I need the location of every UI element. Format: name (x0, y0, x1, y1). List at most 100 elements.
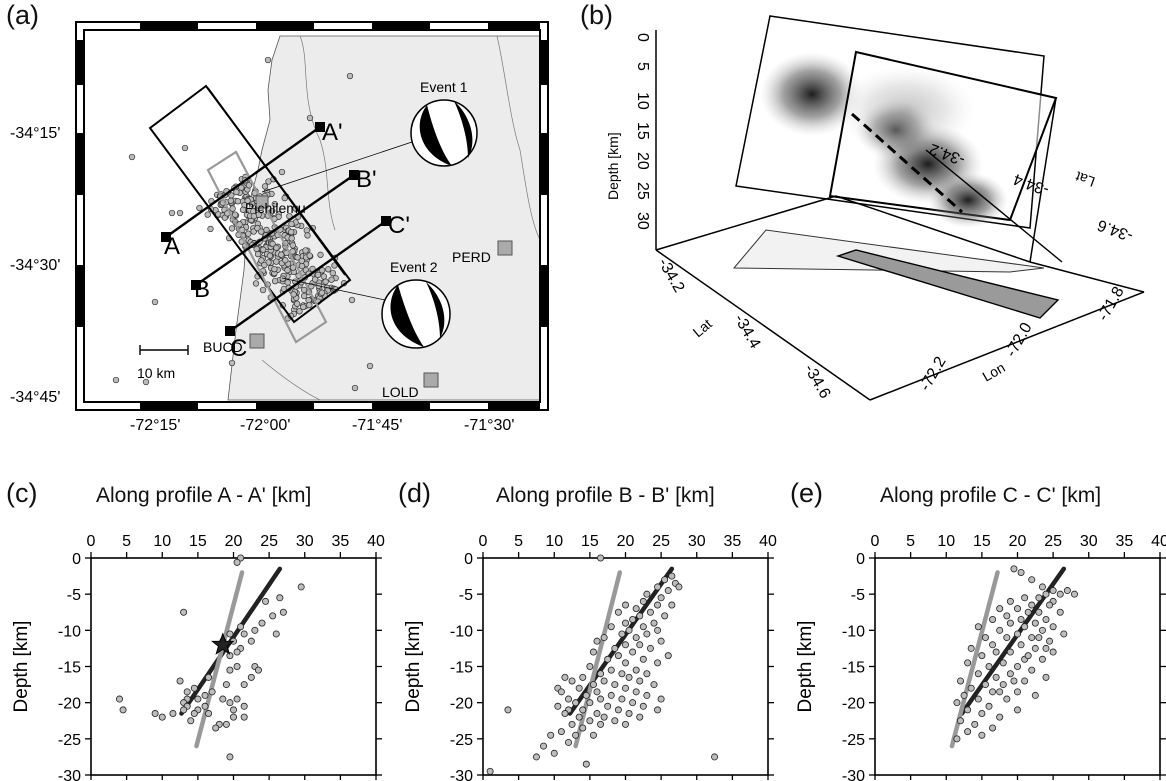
fault-trace (207, 87, 346, 276)
y-tick-label: -25 (842, 732, 865, 749)
hypocenter-point (269, 612, 277, 620)
hypocenter-point (960, 691, 968, 699)
hypocenter-point (985, 662, 993, 670)
hypocenter-point (572, 699, 580, 707)
hypocenter-point (981, 681, 989, 689)
hypocenter-point (956, 677, 964, 685)
chart-d-title: Along profile B - B' [km] (496, 484, 715, 507)
hypocenter-point (971, 720, 979, 728)
y-tick-label: -30 (450, 768, 473, 781)
y-tick-label: -5 (851, 587, 865, 604)
hypocenter-point (240, 713, 248, 721)
map-epicenter (258, 257, 265, 264)
svg-text:-34.4: -34.4 (731, 312, 764, 352)
hypocenter-point (618, 695, 626, 703)
hypocenter-point (636, 677, 644, 685)
hypocenter-point (205, 710, 213, 718)
chart-e: Along profile C - C' [km] 0 5 10 15 20 25 30 35… (784, 478, 1166, 781)
map-frame (75, 21, 549, 411)
map-epicenter (207, 225, 214, 233)
lat-tick-3: -34°45' (10, 389, 60, 406)
map-epicenter (245, 230, 252, 237)
map-epicenter (181, 144, 189, 152)
fault-plane-line (949, 570, 1000, 749)
map-epicenter (234, 198, 242, 205)
hypocenter-point (201, 691, 209, 699)
map-epicenter (329, 269, 336, 277)
hypocenter-point (1028, 576, 1036, 584)
map-epicenter (278, 251, 285, 258)
hypocenter-point (964, 728, 972, 736)
hypocenter-point (1028, 601, 1036, 609)
hypocenter-point (643, 670, 651, 678)
hypocenter-point (1024, 652, 1032, 660)
hypocenter-point (272, 630, 280, 638)
panel-label-b: (b) (580, 0, 613, 30)
station-lold-label: LOLD (382, 384, 419, 400)
hypocenter-point (251, 626, 259, 634)
map-epicenter (271, 201, 278, 208)
map-epicenter (252, 280, 260, 287)
hypocenter-point (568, 677, 576, 685)
y-tick-label: 0 (72, 551, 81, 568)
hypocenter-point (996, 626, 1004, 634)
hypocenter-point (237, 623, 245, 631)
hypocenter-point (1006, 670, 1014, 678)
hypocenter-point (654, 583, 662, 591)
hypocenter-point (1021, 623, 1029, 631)
svg-text:-34.6: -34.6 (801, 362, 834, 402)
y-tick-label: -15 (450, 660, 473, 677)
map-epicenter (176, 209, 184, 217)
town-label: Pichilemu (245, 200, 306, 216)
y-tick-label: -5 (67, 587, 81, 604)
hypocenter-point (989, 724, 997, 732)
hypocenter-point (999, 681, 1007, 689)
hypocenter-point (664, 652, 672, 660)
map-epicenter (284, 279, 291, 286)
hypocenter-point (992, 648, 1000, 656)
x-tick-label: 10 (937, 533, 955, 550)
hypocenter-point (1017, 615, 1025, 623)
map-epicenter (258, 228, 265, 235)
hypocenter-point (632, 605, 640, 613)
map-epicenter (348, 296, 356, 304)
profile-label-c-prime: C' (388, 212, 410, 239)
hypocenter-point (978, 731, 986, 739)
hypocenter-point (621, 619, 629, 627)
hypocenter-point (614, 706, 622, 714)
hypocenter-point (1010, 565, 1018, 573)
fault-plane-line (573, 570, 623, 749)
hypocenter-point (1013, 662, 1021, 670)
hypocenter-point (1031, 691, 1039, 699)
map-epicenter (288, 228, 295, 236)
hypocenter-point (564, 695, 572, 703)
town-marker (255, 195, 269, 209)
hypocenter-point (668, 572, 676, 580)
hypocenter-point (643, 590, 651, 598)
depth-ticks: 0 5 10 15 20 25 30 (634, 33, 651, 230)
fault-plane-line (567, 566, 675, 716)
y-tick-label: -25 (58, 732, 81, 749)
hypocenter-point (607, 691, 615, 699)
x-tick-label: 0 (479, 533, 488, 550)
hypocenter-point (607, 623, 615, 631)
svg-text:25: 25 (634, 182, 651, 200)
map-epicenter (314, 271, 322, 279)
hypocenter-point (176, 677, 184, 685)
svg-text:-34.6: -34.6 (1095, 216, 1135, 244)
svg-text:-72.0: -72.0 (1003, 320, 1036, 360)
svg-text:15: 15 (634, 122, 651, 140)
hypocenter-point (675, 583, 683, 591)
svg-text:-71.8: -71.8 (1095, 284, 1128, 324)
map-epicenter (289, 264, 297, 271)
hypocenter-point (1028, 666, 1036, 674)
hypocenter-point (593, 637, 601, 645)
hypocenter-point (607, 666, 615, 674)
hypocenter-point (1017, 641, 1025, 649)
profile-ends (161, 122, 391, 336)
map-epicenter (228, 225, 236, 232)
x-tick-label: 0 (87, 533, 96, 550)
beachball-event-2 (381, 279, 451, 349)
map-epicenter (284, 267, 291, 274)
hypocenter-point (1024, 608, 1032, 616)
